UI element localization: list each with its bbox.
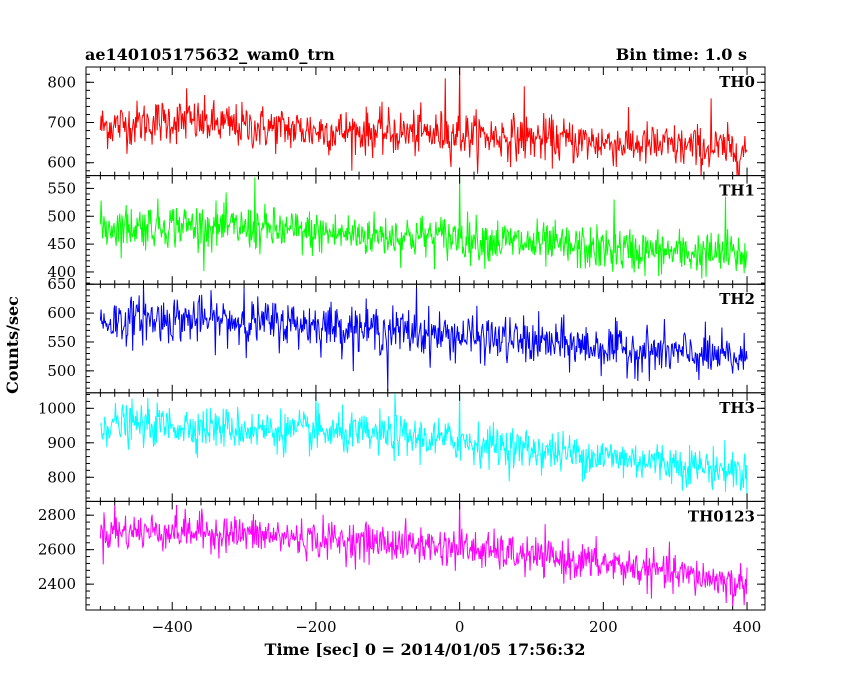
panel-frame — [85, 500, 766, 611]
panel-th0123: 2400 2600 2800 TH0123 — [38, 500, 766, 611]
x-axis-label: Time [sec] 0 = 2014/01/05 17:56:32 — [265, 640, 586, 659]
panel-frame — [85, 66, 766, 177]
y-axis-label: Counts/sec — [3, 296, 22, 394]
y-tick-label: 2600 — [38, 541, 76, 559]
series-line-th0123 — [99, 501, 748, 607]
panel-th2: 500 550 600 650 TH2 — [47, 275, 766, 394]
panel-label-th0: TH0 — [719, 73, 755, 91]
bin-time-label: Bin time: 1.0 s — [616, 45, 747, 64]
series-line-th2 — [99, 284, 748, 392]
chart-title: ae140105175632_wam0_trn — [85, 45, 335, 64]
series-line-th0 — [99, 67, 748, 176]
panels-group: 600 700 800 TH0 400 450 500 550 TH1 500 550 600 650 T… — [38, 66, 766, 611]
y-tick-label: 600 — [47, 154, 76, 172]
y-tick-label: 550 — [47, 179, 76, 197]
series-line-th3 — [99, 392, 748, 498]
y-tick-label: 800 — [47, 73, 76, 91]
panel-th0: 600 700 800 TH0 — [47, 66, 766, 177]
x-tick-labels: −400 −200 0 200 400 — [152, 618, 762, 636]
y-tick-label: 550 — [47, 333, 76, 351]
panel-th1: 400 450 500 550 TH1 — [47, 175, 766, 285]
y-tick-label: 1000 — [38, 399, 76, 417]
y-tick-label: 500 — [47, 362, 76, 380]
y-tick-label: 900 — [47, 434, 76, 452]
y-tick-label: 500 — [47, 207, 76, 225]
series-line-th1 — [99, 175, 748, 279]
y-tick-label: 700 — [47, 114, 76, 132]
x-tick-label: 200 — [589, 618, 618, 636]
x-tick-label: 400 — [733, 618, 762, 636]
panel-frame — [85, 392, 766, 502]
y-tick-label: 650 — [47, 275, 76, 293]
y-tick-label: 2800 — [38, 506, 76, 524]
panel-label-th3: TH3 — [719, 399, 755, 417]
y-tick-label: 400 — [47, 263, 76, 281]
panel-label-th1: TH1 — [719, 182, 755, 200]
x-tick-label: 0 — [455, 618, 465, 636]
panel-label-th2: TH2 — [719, 290, 755, 308]
panel-th3: 800 900 1000 TH3 — [38, 392, 766, 502]
x-tick-label: −400 — [152, 618, 193, 636]
y-tick-label: 2400 — [38, 575, 76, 593]
x-tick-label: −200 — [295, 618, 336, 636]
y-tick-label: 600 — [47, 304, 76, 322]
panel-label-th0123: TH0123 — [688, 507, 755, 525]
y-tick-label: 800 — [47, 468, 76, 486]
y-tick-label: 450 — [47, 235, 76, 253]
